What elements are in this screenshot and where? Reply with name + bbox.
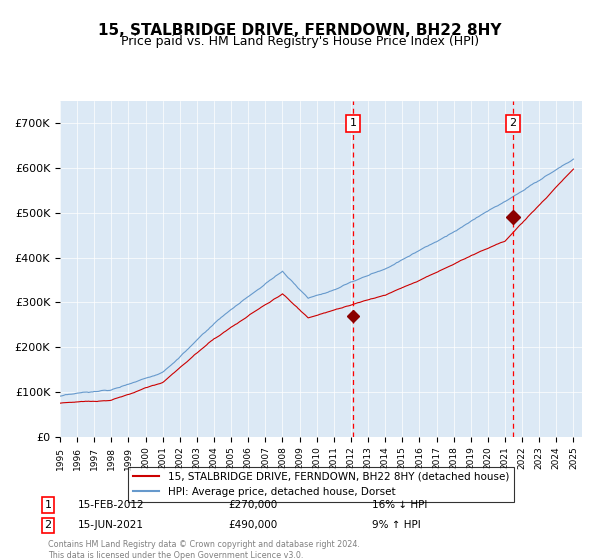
Text: 2: 2 xyxy=(509,118,517,128)
Text: £270,000: £270,000 xyxy=(228,500,277,510)
Text: 15, STALBRIDGE DRIVE, FERNDOWN, BH22 8HY: 15, STALBRIDGE DRIVE, FERNDOWN, BH22 8HY xyxy=(98,24,502,38)
Text: 1: 1 xyxy=(44,500,52,510)
Legend: 15, STALBRIDGE DRIVE, FERNDOWN, BH22 8HY (detached house), HPI: Average price, d: 15, STALBRIDGE DRIVE, FERNDOWN, BH22 8HY… xyxy=(128,466,514,502)
Text: 16% ↓ HPI: 16% ↓ HPI xyxy=(372,500,427,510)
Text: Price paid vs. HM Land Registry's House Price Index (HPI): Price paid vs. HM Land Registry's House … xyxy=(121,35,479,49)
Text: 2: 2 xyxy=(44,520,52,530)
Text: Contains HM Land Registry data © Crown copyright and database right 2024.
This d: Contains HM Land Registry data © Crown c… xyxy=(48,539,360,560)
Text: 1: 1 xyxy=(350,118,356,128)
Text: £490,000: £490,000 xyxy=(228,520,277,530)
Text: 15-JUN-2021: 15-JUN-2021 xyxy=(78,520,144,530)
Text: 9% ↑ HPI: 9% ↑ HPI xyxy=(372,520,421,530)
Text: 15-FEB-2012: 15-FEB-2012 xyxy=(78,500,145,510)
